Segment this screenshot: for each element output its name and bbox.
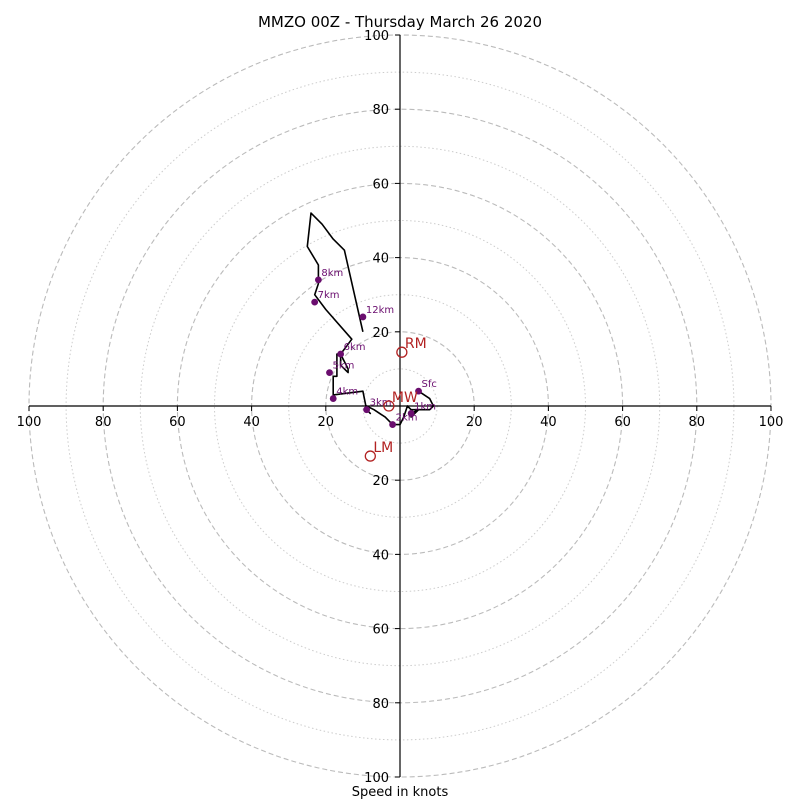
y-tick-label: 20 (372, 326, 389, 341)
y-tick-label: 20 (372, 474, 389, 489)
height-marker-label: Sfc (422, 379, 437, 390)
height-marker-point (329, 395, 337, 402)
storm-motion-label: MW (392, 390, 418, 406)
y-tick-label: 40 (372, 548, 389, 563)
height-marker-point (407, 410, 415, 417)
y-tick-label: 60 (372, 177, 389, 192)
y-tick-label: 80 (372, 103, 389, 118)
x-tick-label: 60 (169, 415, 186, 430)
height-marker-point (415, 387, 422, 395)
storm-motion-label: RM (405, 336, 427, 352)
y-tick-label: 80 (372, 697, 389, 712)
y-tick-label: 100 (364, 771, 389, 786)
x-axis-label: Speed in knots (352, 785, 449, 800)
height-marker-point (311, 298, 319, 306)
height-marker-point (326, 369, 333, 377)
height-marker-point (389, 421, 396, 428)
storm-motion-label: LM (373, 440, 393, 456)
x-tick-label: 40 (540, 415, 557, 430)
hodograph-line (306, 212, 435, 426)
height-marker-label: 3km (370, 398, 392, 409)
storm-motion-point (396, 346, 408, 358)
y-tick-label: 60 (372, 623, 389, 638)
x-tick-label: 100 (759, 415, 784, 430)
height-marker-point (337, 350, 345, 358)
tick-labels: 100 80 60 40 20 20 40 60 80 100 100 80 60 40 20 20 40 60 8… (17, 29, 784, 786)
height-marker-label: 8km (321, 268, 343, 279)
height-marker-label: 5km (333, 361, 355, 372)
x-tick-label: 20 (466, 415, 483, 430)
x-tick-label: 100 (17, 415, 42, 430)
x-tick-label: 60 (614, 415, 631, 430)
height-marker-label: 6km (344, 342, 366, 353)
x-tick-label: 80 (689, 415, 706, 430)
storm-motion-markers: RM MW LM (364, 336, 427, 462)
x-tick-label: 80 (95, 415, 112, 430)
storm-motion-point (383, 400, 395, 412)
axes (28, 34, 772, 778)
storm-motion-point (364, 450, 376, 462)
height-marker-point (363, 406, 371, 414)
y-tick-label: 100 (364, 29, 389, 44)
chart-title: MMZO 00Z - Thursday March 26 2020 (258, 13, 542, 31)
height-marker-label: 1km (414, 401, 436, 412)
hodograph-trace (306, 212, 435, 426)
y-tick-label: 40 (372, 252, 389, 267)
height-marker-label: 2km (396, 413, 418, 424)
x-tick-label: 20 (318, 415, 335, 430)
height-marker-label: 12km (366, 305, 394, 316)
height-marker-point (314, 276, 322, 284)
height-marker-label: 7km (318, 290, 340, 301)
x-tick-label: 40 (243, 415, 260, 430)
height-marker-label: 4km (336, 387, 358, 398)
height-marker-point (359, 313, 367, 321)
